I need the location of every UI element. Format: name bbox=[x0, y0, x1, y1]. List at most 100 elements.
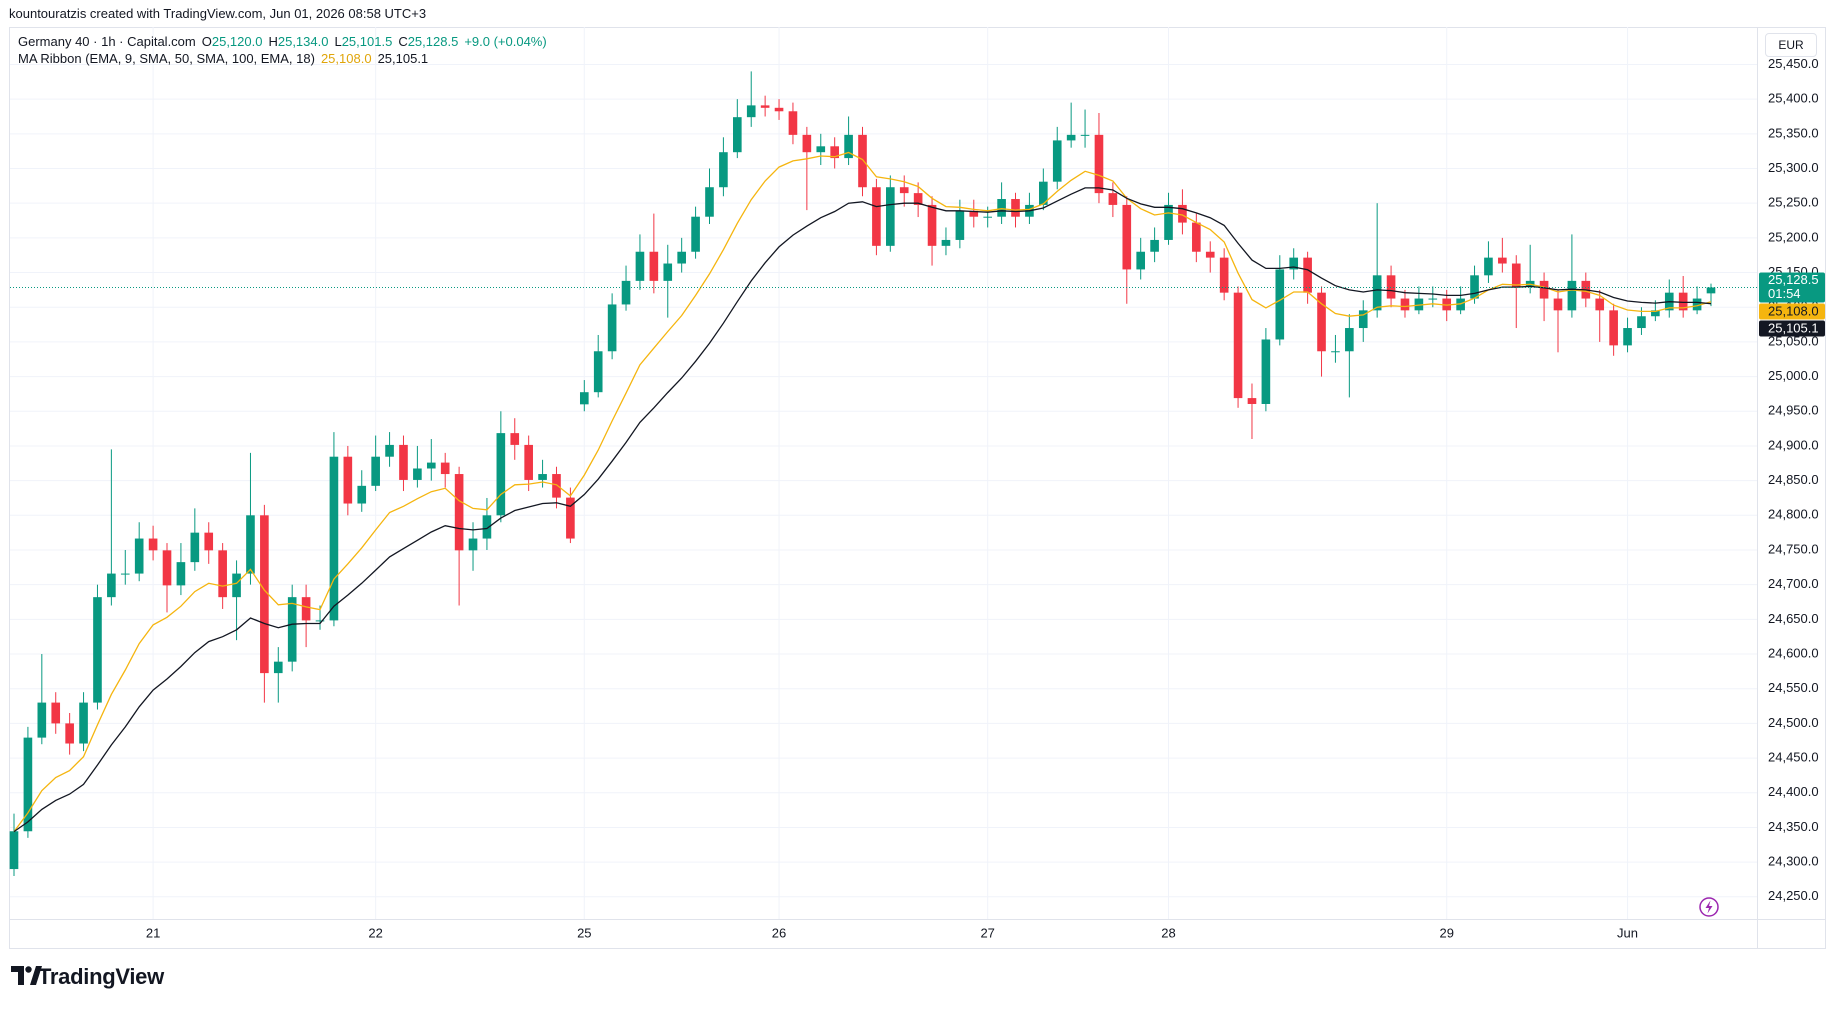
price-tags: 25,128.501:54 25,108.0 25,105.1 bbox=[10, 272, 1825, 337]
candle-body bbox=[468, 538, 478, 551]
y-tick-label: 25,050.0 bbox=[1768, 333, 1819, 348]
price-tag bbox=[1759, 272, 1825, 303]
candle-body bbox=[1623, 328, 1632, 346]
candle-body bbox=[218, 550, 227, 598]
candle-body bbox=[621, 280, 631, 305]
candle-body bbox=[858, 134, 867, 188]
footer-logo: TradingView bbox=[38, 964, 164, 989]
candle-body bbox=[886, 187, 895, 246]
ohlc-key: H bbox=[268, 34, 278, 49]
candle-body bbox=[941, 239, 951, 246]
currency-button[interactable]: EUR bbox=[1765, 33, 1817, 57]
candle-body bbox=[371, 456, 380, 486]
candle-body bbox=[385, 444, 394, 457]
candle-body bbox=[1233, 292, 1243, 399]
candle-body bbox=[496, 433, 506, 516]
candle-body bbox=[913, 193, 923, 205]
ohlc-value: 25,134.0 bbox=[277, 34, 329, 49]
candle-body bbox=[454, 474, 464, 551]
ohlc-value: 25,120.0 bbox=[211, 34, 263, 49]
candle-body bbox=[1303, 257, 1312, 293]
candle-body bbox=[1386, 275, 1396, 299]
candle-body bbox=[1553, 298, 1563, 311]
moving-average-line bbox=[13, 187, 1712, 833]
candle-body bbox=[9, 831, 19, 870]
candle-body bbox=[315, 620, 325, 622]
x-tick-label: Jun bbox=[1617, 925, 1638, 940]
candle-body bbox=[134, 538, 144, 574]
candle-body bbox=[1567, 280, 1577, 311]
symbol[interactable]: Germany 40 · 1h · Capital.com bbox=[18, 34, 196, 49]
candle-body bbox=[1400, 298, 1410, 311]
candle-body bbox=[983, 216, 993, 218]
x-tick-label: 29 bbox=[1439, 925, 1453, 940]
candle-body bbox=[969, 210, 979, 217]
candle-body bbox=[927, 204, 937, 246]
candle-body bbox=[1011, 199, 1020, 217]
candle-body bbox=[1136, 251, 1146, 270]
alert-icon[interactable] bbox=[1699, 897, 1719, 917]
moving-averages bbox=[13, 151, 1712, 833]
alert-icon-bolt[interactable] bbox=[1705, 900, 1713, 914]
candle-body bbox=[830, 146, 839, 159]
candle-body bbox=[343, 456, 353, 504]
candle-body bbox=[329, 456, 339, 621]
candle-body bbox=[23, 737, 33, 832]
y-tick-label: 25,400.0 bbox=[1768, 91, 1819, 106]
y-tick-label: 24,250.0 bbox=[1768, 888, 1819, 903]
candle-body bbox=[440, 462, 450, 475]
y-tick-label: 24,400.0 bbox=[1768, 784, 1819, 799]
indicator-tag bbox=[1759, 303, 1825, 320]
chart-frame bbox=[9, 27, 1826, 949]
candle-body bbox=[1539, 280, 1549, 299]
y-tick-label: 24,950.0 bbox=[1768, 403, 1819, 418]
candle-body bbox=[1039, 181, 1048, 205]
y-tick-label: 24,600.0 bbox=[1768, 645, 1819, 660]
indicator-value: 25,105.1 bbox=[377, 51, 429, 66]
candle-body bbox=[510, 433, 520, 445]
y-tick-label: 24,900.0 bbox=[1768, 437, 1819, 452]
candle-body bbox=[1678, 292, 1688, 311]
candle-body bbox=[1331, 351, 1340, 353]
logo-shape bbox=[30, 966, 42, 985]
candle-body bbox=[705, 187, 714, 217]
candle-body bbox=[273, 661, 283, 674]
candle-body bbox=[1289, 257, 1299, 270]
candle-body bbox=[1094, 134, 1104, 194]
candle-body bbox=[1150, 239, 1159, 252]
moving-average-line bbox=[13, 151, 1712, 832]
candle-body bbox=[148, 538, 158, 551]
logo-shape bbox=[11, 966, 24, 985]
candle-body bbox=[732, 117, 742, 153]
axes: 24,250.0 24,300.0 24,350.0 24,400.0 24,450.0… bbox=[146, 56, 1819, 941]
candle-body bbox=[1192, 222, 1201, 252]
candle-body bbox=[538, 474, 547, 480]
candle-body bbox=[301, 597, 311, 621]
candle-body bbox=[760, 105, 770, 108]
indicator-label[interactable]: MA Ribbon (EMA, 9, SMA, 50, SMA, 100, EM… bbox=[18, 51, 315, 66]
indicator-tag bbox=[1759, 320, 1825, 337]
candle-body bbox=[593, 351, 603, 393]
candles bbox=[9, 71, 1716, 876]
candle-body bbox=[1428, 298, 1438, 300]
candle-body bbox=[649, 251, 659, 281]
candle-body bbox=[788, 111, 798, 135]
candle-body bbox=[1372, 275, 1382, 311]
candle-body bbox=[176, 562, 186, 586]
candle-body bbox=[1275, 269, 1285, 340]
x-tick-label: 26 bbox=[772, 925, 786, 940]
y-tick-label: 24,800.0 bbox=[1768, 507, 1819, 522]
candle-body bbox=[607, 304, 617, 352]
candle-body bbox=[524, 444, 533, 480]
candle-body bbox=[1178, 204, 1187, 223]
candle-body bbox=[872, 187, 881, 246]
candle-body bbox=[79, 702, 88, 744]
candle-body bbox=[482, 515, 492, 539]
indicator-tag-label: 25,105.1 bbox=[1768, 320, 1819, 335]
candle-body bbox=[1609, 310, 1618, 346]
candle-body bbox=[1108, 193, 1118, 205]
x-tick-label: 22 bbox=[368, 925, 382, 940]
